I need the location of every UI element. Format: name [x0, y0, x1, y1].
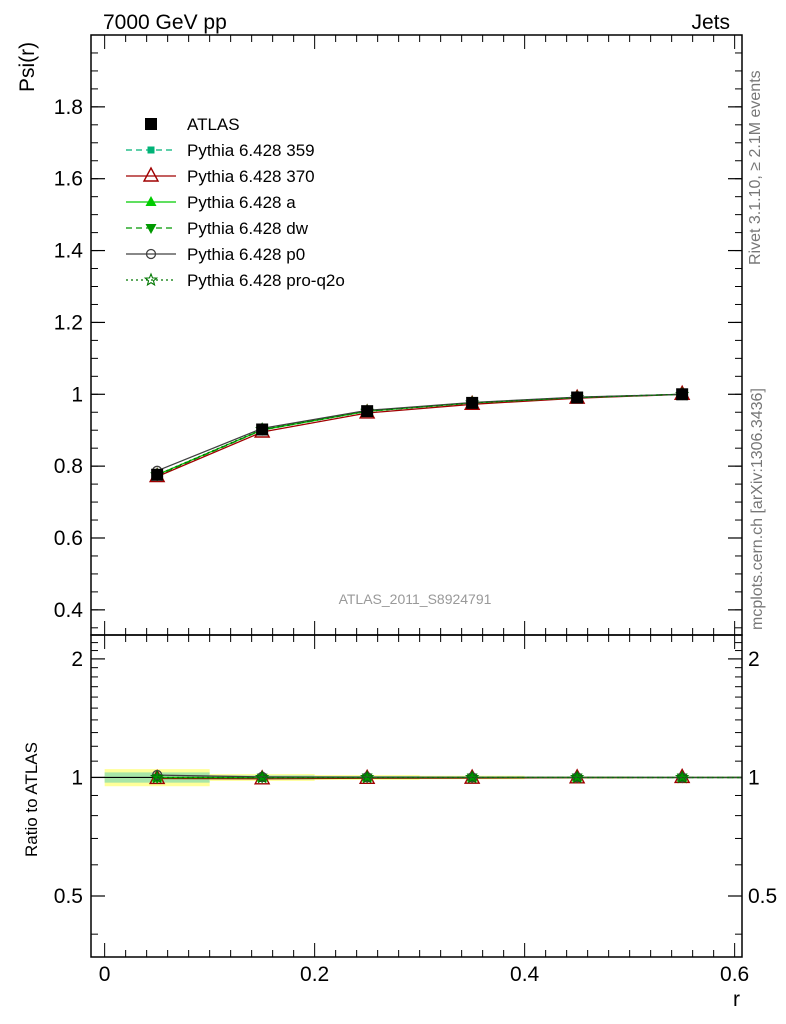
- ratio-y-axis-title: Ratio to ATLAS: [22, 742, 41, 857]
- data-point: [466, 396, 479, 409]
- ratio-series-group: [148, 767, 742, 785]
- ratio-point: [570, 769, 585, 784]
- legend-label: Pythia 6.428 dw: [187, 219, 309, 238]
- series-pythia-6-428-p0: [151, 389, 688, 476]
- data-point: [151, 468, 164, 481]
- ratio-frame: [90, 634, 743, 958]
- data-point: [571, 391, 584, 404]
- series-atlas: [151, 388, 689, 481]
- legend-label: ATLAS: [187, 115, 240, 134]
- data-point: [256, 423, 269, 436]
- main-y-tick-label: 1.2: [54, 311, 83, 334]
- legend-entry-pythia-6-428-dw: Pythia 6.428 dw: [126, 219, 309, 238]
- legend-marker: [142, 166, 160, 182]
- series-pythia-6-428-370: [148, 384, 691, 483]
- legend-marker: [145, 248, 157, 260]
- legend-marker: [145, 196, 157, 206]
- x-axis-title: r: [733, 988, 740, 1011]
- legend-label: Pythia 6.428 359: [187, 141, 315, 160]
- data-point: [676, 388, 689, 401]
- ratio-y-tick-label: 0.5: [54, 885, 83, 908]
- legend-marker: [147, 146, 155, 154]
- legend-label: Pythia 6.428 a: [187, 193, 296, 212]
- legend-entry-atlas: ATLAS: [145, 115, 240, 134]
- main-y-tick-label: 1: [71, 383, 83, 406]
- ratio-y-tick-label: 1: [71, 766, 83, 789]
- main-y-axis-title: Psi(r): [16, 42, 39, 92]
- ratio-y-tick-label-right: 0.5: [748, 885, 777, 908]
- legend-label: Pythia 6.428 p0: [187, 245, 305, 264]
- legend-entry-pythia-6-428-370: Pythia 6.428 370: [126, 166, 315, 186]
- legend-marker: [145, 224, 157, 234]
- series-pythia-6-428-dw: [151, 390, 688, 482]
- legend-entry-pythia-6-428-a: Pythia 6.428 a: [126, 193, 296, 212]
- ratio-point: [256, 773, 268, 784]
- main-y-tick-label: 0.8: [54, 455, 83, 478]
- series-pythia-6-428-a: [151, 388, 688, 479]
- legend-entry-pythia-6-428-p0: Pythia 6.428 p0: [126, 245, 305, 264]
- ratio-point: [360, 769, 375, 784]
- series-line: [156, 393, 683, 476]
- ratio-point: [465, 769, 480, 784]
- main-y-tick-label: 1.8: [54, 96, 83, 119]
- main-y-tick-label: 1.6: [54, 168, 83, 191]
- legend-label: Pythia 6.428 pro-q2o: [187, 271, 345, 290]
- main-y-tick-label: 0.6: [54, 527, 83, 550]
- x-tick-label: 0.6: [720, 963, 749, 986]
- data-point: [361, 405, 374, 418]
- main-axis-ticks: 0.4 0.6 0.8 1 1.2 1.4 1.6 1.8: [54, 35, 742, 635]
- ratio-y-tick-label-right: 2: [748, 648, 760, 671]
- x-tick-label: 0.4: [510, 963, 540, 986]
- series-line: [156, 393, 683, 472]
- ratio-axis-ticks: 0.5 0.5 1 1 2 2 0 0.2 0.4 0.6: [54, 635, 777, 986]
- ratio-point: [150, 769, 165, 784]
- ratio-y-tick-label: 2: [71, 648, 83, 671]
- header-right: Jets: [691, 11, 730, 34]
- ratio-y-tick-label-right: 1: [748, 766, 760, 789]
- x-tick-label: 0.2: [300, 963, 329, 986]
- analysis-watermark: ATLAS_2011_S8924791: [339, 591, 492, 607]
- main-y-tick-label: 0.4: [54, 599, 84, 622]
- header-left: 7000 GeV pp: [103, 11, 227, 34]
- ratio-series-pythia-6-428-pro-q2o: [150, 769, 742, 784]
- legend: ATLAS Pythia 6.428 359 Pythia 6.428 370 Pyt…: [126, 115, 345, 290]
- mcplots-label: mcplots.cern.ch [arXiv:1306.3436]: [749, 388, 766, 630]
- series-pythia-6-428-359: [153, 390, 686, 479]
- ratio-point: [255, 769, 270, 784]
- legend-entry-pythia-6-428-pro-q2o: Pythia 6.428 pro-q2o: [126, 271, 345, 290]
- legend-label: Pythia 6.428 370: [187, 167, 315, 186]
- legend-marker: [145, 118, 157, 130]
- rivet-label: Rivet 3.1.10, ≥ 2.1M events: [747, 70, 764, 265]
- main-y-tick-label: 1.4: [54, 240, 84, 263]
- x-tick-label: 0: [99, 963, 111, 986]
- legend-entry-pythia-6-428-359: Pythia 6.428 359: [126, 141, 315, 160]
- series-pythia-6-428-pro-q2o: [150, 386, 690, 481]
- legend-marker: [143, 272, 159, 287]
- ratio-point: [675, 769, 690, 784]
- main-series-group: [148, 384, 691, 483]
